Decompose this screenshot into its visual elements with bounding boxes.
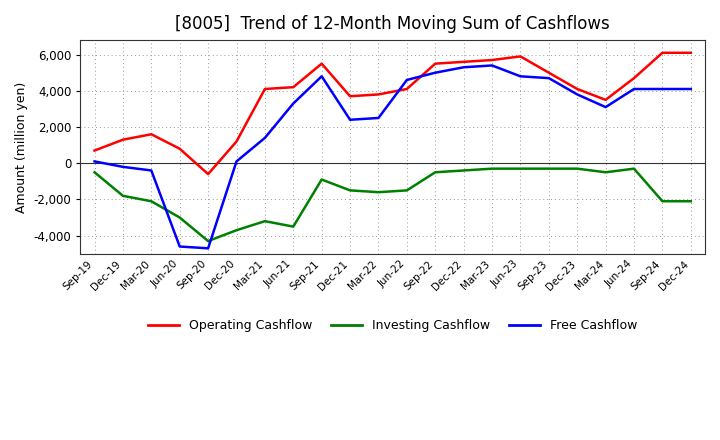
Title: [8005]  Trend of 12-Month Moving Sum of Cashflows: [8005] Trend of 12-Month Moving Sum of C… bbox=[175, 15, 610, 33]
Legend: Operating Cashflow, Investing Cashflow, Free Cashflow: Operating Cashflow, Investing Cashflow, … bbox=[143, 314, 643, 337]
Y-axis label: Amount (million yen): Amount (million yen) bbox=[15, 81, 28, 213]
